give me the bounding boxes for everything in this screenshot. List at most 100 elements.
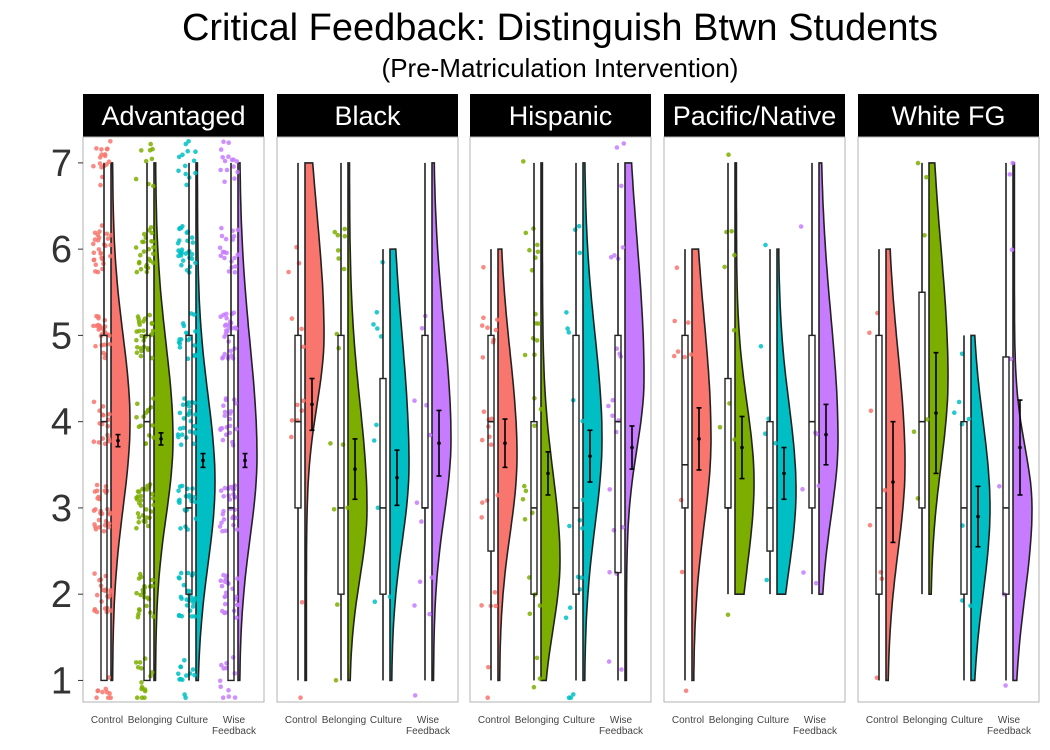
data-point <box>107 333 112 338</box>
data-point <box>137 660 143 665</box>
density-control <box>497 248 518 682</box>
x-tick-label: Belonging <box>709 715 753 726</box>
x-tick-label: Control <box>866 715 898 726</box>
data-point <box>925 417 930 422</box>
data-point <box>1010 160 1015 166</box>
data-point <box>139 148 144 153</box>
data-point <box>150 423 155 428</box>
data-point <box>180 677 185 682</box>
data-point <box>136 607 142 612</box>
data-point <box>220 249 226 255</box>
data-point <box>234 159 240 164</box>
data-point <box>521 159 526 164</box>
data-point <box>141 231 147 237</box>
data-point <box>577 587 583 592</box>
density-wise-feedback <box>624 162 645 682</box>
data-point <box>608 254 614 260</box>
data-point <box>222 351 227 357</box>
data-point <box>151 245 156 250</box>
data-point <box>221 139 226 144</box>
data-point <box>580 418 585 424</box>
data-point <box>100 689 105 695</box>
data-point <box>222 323 228 328</box>
data-point <box>298 695 303 700</box>
data-point <box>107 593 112 598</box>
data-point <box>568 695 574 700</box>
data-point <box>299 408 305 413</box>
x-tick-label-line: Wise <box>223 715 246 726</box>
data-point <box>816 483 822 489</box>
data-point <box>150 146 155 152</box>
panel-border <box>857 136 1040 703</box>
mean-point <box>934 411 938 415</box>
data-point <box>189 235 195 240</box>
data-point <box>226 694 232 699</box>
data-point <box>142 688 148 694</box>
data-point <box>520 497 526 502</box>
facet-strip <box>470 94 651 137</box>
data-point <box>176 613 182 619</box>
y-axis: 1 2 3 4 5 6 7 <box>51 143 83 702</box>
data-point <box>577 250 583 256</box>
data-point <box>91 439 97 445</box>
data-point <box>192 343 197 348</box>
data-point <box>102 355 108 361</box>
x-tick-label-line: Culture <box>176 715 209 726</box>
data-point <box>133 176 139 182</box>
group-control <box>479 248 518 700</box>
box-iqr <box>766 420 774 552</box>
x-tick-label-line: Wise <box>610 715 633 726</box>
data-point <box>1009 247 1015 252</box>
data-point <box>96 494 101 500</box>
mean-point <box>353 467 357 471</box>
density-control <box>304 162 325 682</box>
data-point <box>92 571 97 576</box>
data-point <box>149 156 155 162</box>
density-culture <box>970 334 991 682</box>
data-point <box>371 438 377 443</box>
group-belonging <box>717 152 755 618</box>
x-tick-label-line: Control <box>866 715 898 726</box>
data-point <box>187 408 193 414</box>
data-point <box>144 507 149 512</box>
density-control <box>691 248 712 682</box>
x-tick-label: Control <box>478 715 510 726</box>
data-point <box>535 249 541 255</box>
x-tick-label-line: Culture <box>757 715 790 726</box>
x-tick-label-line: Feedback <box>793 726 838 737</box>
facet-strip <box>83 94 264 137</box>
data-point <box>531 684 537 690</box>
data-point <box>217 245 223 251</box>
data-point <box>138 353 144 359</box>
data-point <box>221 312 226 318</box>
data-point <box>190 240 196 245</box>
facet-strip-label: White FG <box>891 101 1005 131</box>
group-control <box>867 248 906 682</box>
data-point <box>184 603 190 608</box>
data-point <box>218 578 223 584</box>
x-tick-label-line: Wise <box>804 715 827 726</box>
data-point <box>182 658 187 663</box>
data-point <box>184 673 189 678</box>
data-point <box>146 433 152 438</box>
data-point <box>537 676 543 681</box>
data-point <box>149 230 155 236</box>
group-culture <box>371 248 410 682</box>
data-point <box>222 158 228 164</box>
data-point <box>189 256 195 262</box>
data-point <box>176 488 181 494</box>
data-point <box>192 596 198 601</box>
x-tick-label: Belonging <box>128 715 172 726</box>
data-point <box>144 603 149 609</box>
data-point <box>915 160 921 166</box>
mean-point <box>697 437 701 441</box>
data-point <box>485 695 491 700</box>
data-point <box>186 570 191 576</box>
data-point <box>183 141 189 147</box>
data-point <box>186 492 192 498</box>
data-point <box>374 310 380 315</box>
data-point <box>685 320 691 325</box>
data-point <box>801 570 806 575</box>
data-point <box>286 269 291 275</box>
data-point <box>139 348 144 354</box>
